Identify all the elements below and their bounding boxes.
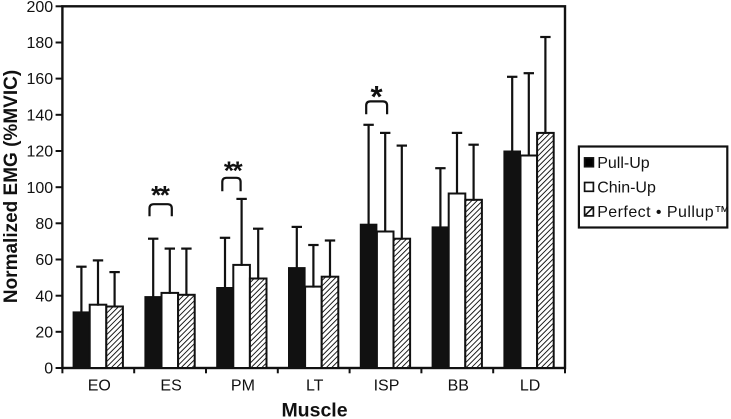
svg-text:Muscle: Muscle [281, 400, 347, 419]
svg-text:Perfect • Pullup™: Perfect • Pullup™ [597, 204, 730, 221]
svg-text:0: 0 [44, 361, 53, 378]
svg-text:ISP: ISP [374, 378, 400, 395]
svg-text:Chin-Up: Chin-Up [597, 179, 656, 196]
svg-text:PM: PM [231, 378, 255, 395]
svg-text:60: 60 [35, 252, 53, 269]
svg-text:120: 120 [26, 144, 53, 161]
svg-text:160: 160 [26, 71, 53, 88]
svg-text:Normalized EMG (%MVIC): Normalized EMG (%MVIC) [1, 70, 22, 303]
svg-text:140: 140 [26, 107, 53, 124]
svg-text:20: 20 [35, 324, 53, 341]
svg-text:100: 100 [26, 180, 53, 197]
svg-text:*: * [371, 79, 384, 114]
svg-text:200: 200 [26, 0, 53, 16]
svg-text:**: ** [151, 180, 171, 210]
svg-text:**: ** [224, 155, 244, 185]
svg-text:EO: EO [88, 378, 111, 395]
svg-text:LD: LD [520, 378, 540, 395]
svg-text:LT: LT [306, 378, 324, 395]
svg-text:180: 180 [26, 35, 53, 52]
svg-text:ES: ES [160, 378, 181, 395]
svg-text:BB: BB [448, 378, 469, 395]
svg-text:40: 40 [35, 288, 53, 305]
svg-text:80: 80 [35, 216, 53, 233]
svg-text:Pull-Up: Pull-Up [597, 155, 650, 172]
